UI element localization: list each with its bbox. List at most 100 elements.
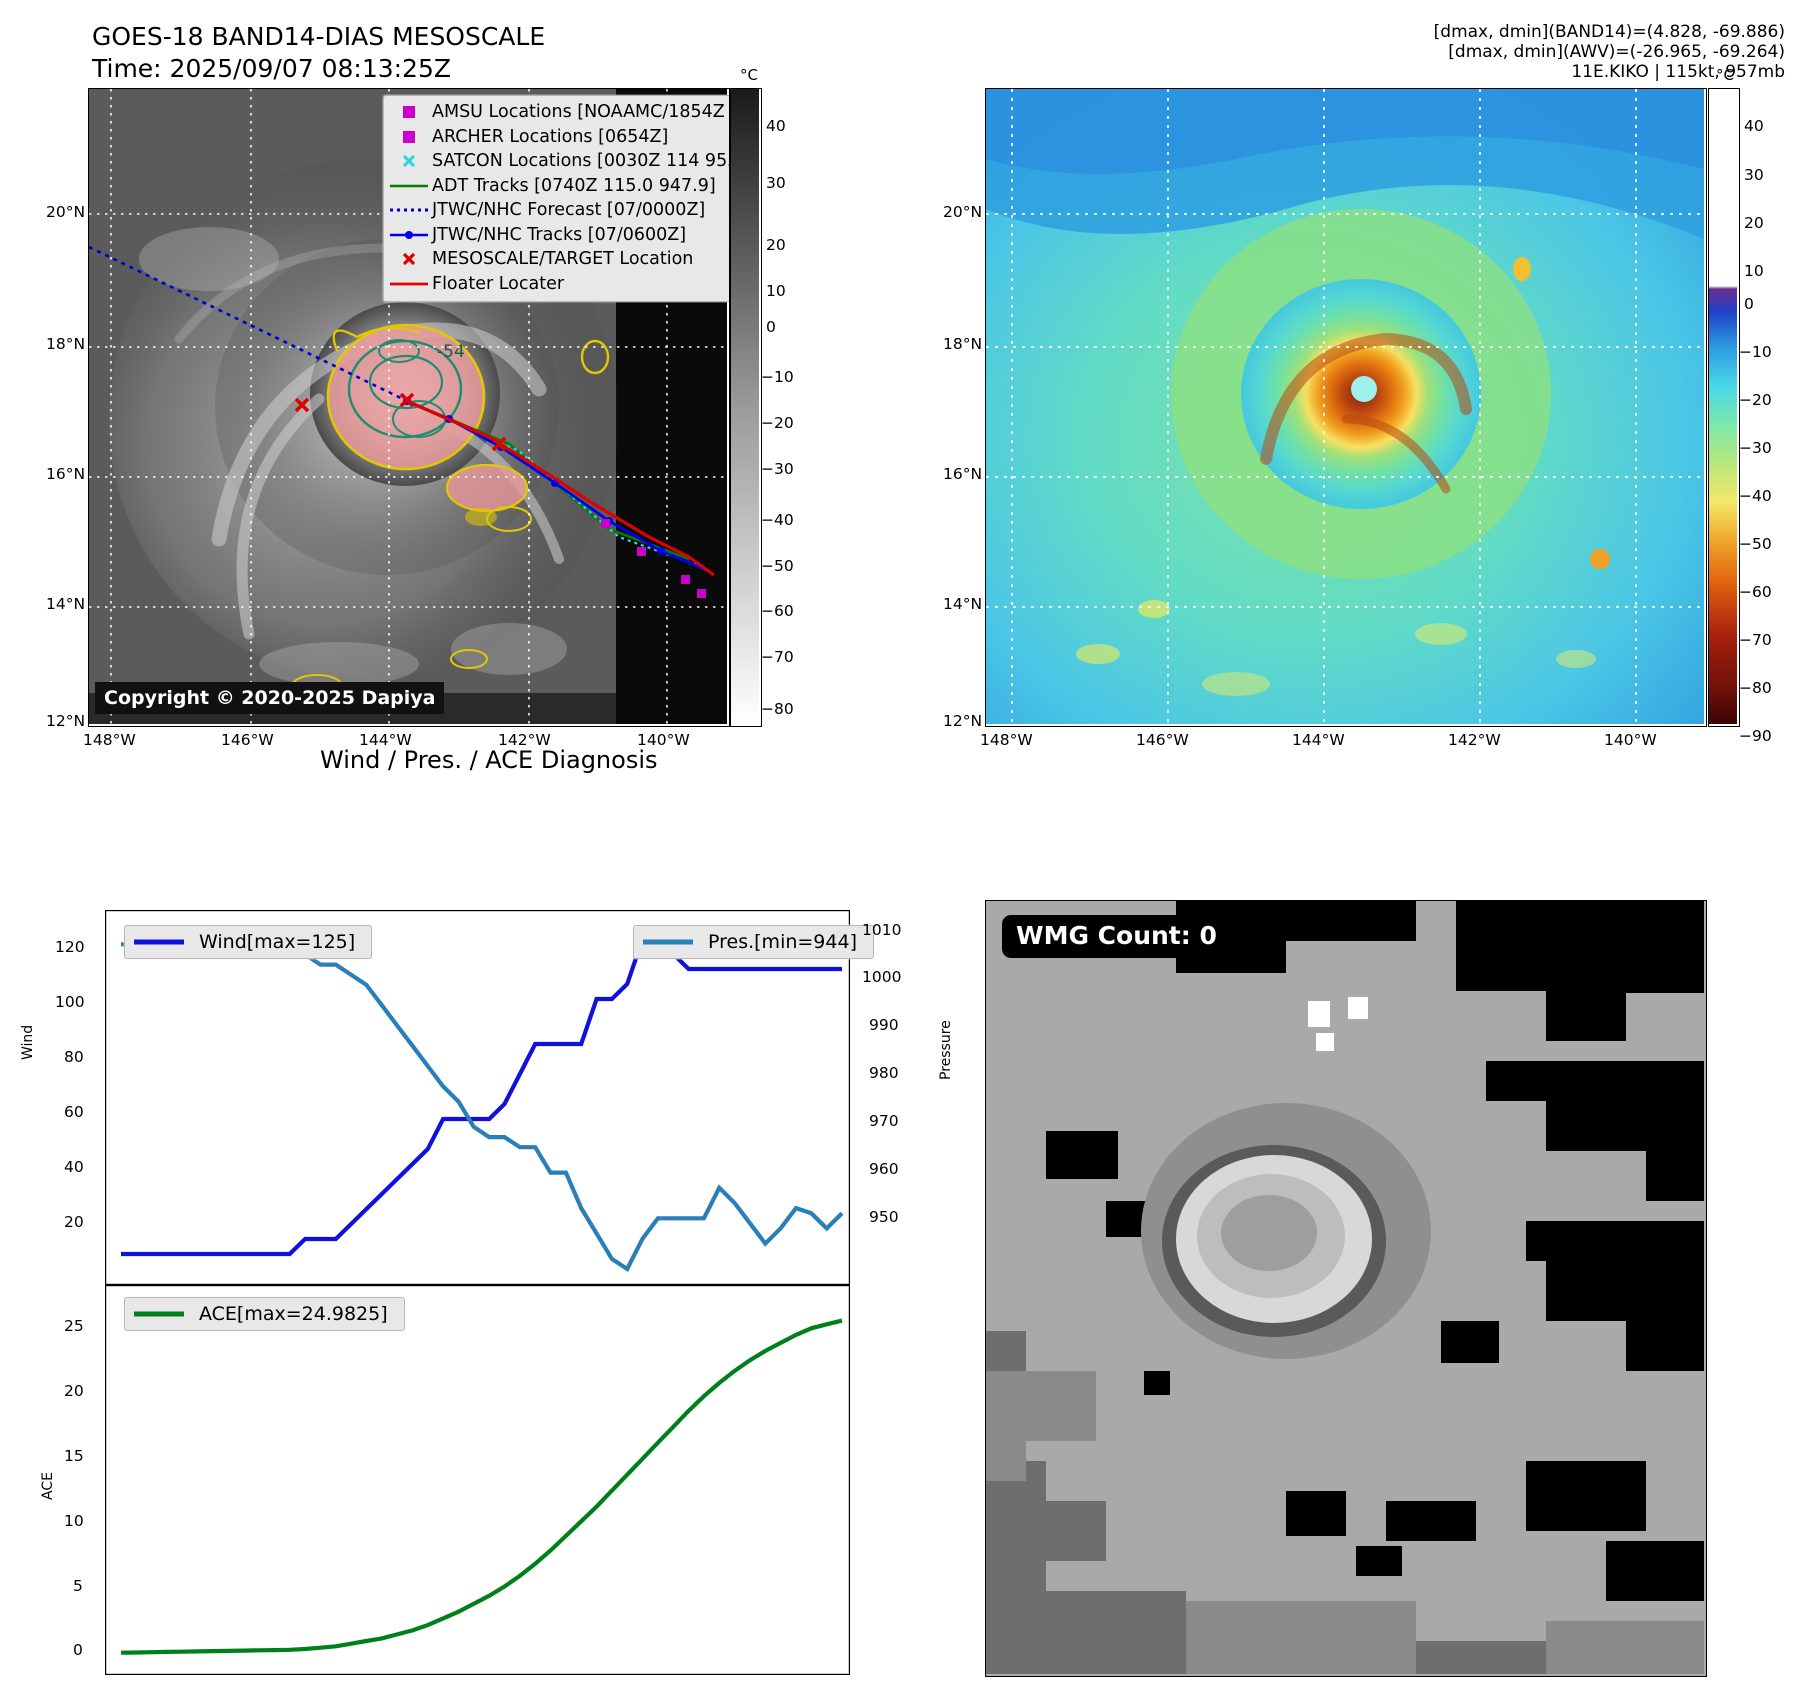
ir-cb-tick-m70: −70 [761,648,794,666]
awv-lat-tick-16N: 16°N [943,465,983,483]
awv-lat-tick-20N: 20°N [943,203,983,221]
green-line-icon [386,181,432,191]
wind-tick-20: 20 [64,1213,84,1231]
steel-blue-line-icon [643,939,693,945]
legend-item-jtwc-tracks[interactable]: JTWC/NHC Tracks [07/0600Z] [386,223,728,248]
awv-lat-tick-14N: 14°N [943,595,983,613]
ace-axis-label: ACE [40,1472,56,1500]
awv-range-stats: [dmax, dmin](AWV)=(-26.965, -69.264) [1448,42,1785,62]
wmg-storm-blob [1141,1103,1431,1359]
pres-tick-970: 970 [869,1112,899,1130]
pres-tick-990: 990 [869,1016,899,1034]
ir-cb-tick-m50: −50 [761,557,794,575]
wind-tick-120: 120 [55,938,85,956]
ace-plot-frame [105,1285,850,1675]
ace-legend-label: ACE[max=24.9825] [199,1303,388,1325]
ir-lon-tick-140W: 140°W [637,731,690,749]
copyright-badge: Copyright © 2020-2025 Dapiya [95,682,445,714]
legend-item-amsu[interactable]: AMSU Locations [NOAAMC/1854Z 129 940] [386,100,729,125]
blue-line-marker-icon [386,230,432,240]
awv-lat-tick-12N: 12°N [943,712,983,730]
legend-item-adt[interactable]: ADT Tracks [0740Z 115.0 947.9] [386,174,728,199]
awv-cb-tick-m60: −60 [1739,583,1772,601]
band14-range-stats: [dmax, dmin](BAND14)=(4.828, -69.886) [1433,22,1785,42]
pres-tick-1010: 1010 [862,921,902,939]
cyan-x-icon [386,153,432,169]
awv-cb-tick-m70: −70 [1739,631,1772,649]
wind-legend[interactable]: Wind[max=125] [124,925,373,959]
awv-lon-tick-148W: 148°W [980,731,1033,749]
ace-tick-15: 15 [64,1447,84,1465]
ace-chart[interactable] [105,1285,850,1675]
ir-cb-tick-m80: −80 [761,700,794,718]
legend-item-forecast[interactable]: JTWC/NHC Forecast [07/0000Z] [386,198,728,223]
awv-colorbar [1708,88,1740,727]
awv-lon-tick-146W: 146°W [1136,731,1189,749]
ir-satellite-panel[interactable]: -54 [88,88,730,727]
awv-eye [1351,376,1377,402]
awv-cb-tick-m80: −80 [1739,679,1772,697]
magenta-square-icon [386,130,432,143]
ir-cb-tick-m40: −40 [761,511,794,529]
ir-cb-tick-m10: −10 [761,368,794,386]
wp-plot-frame [105,910,850,1285]
wmg-panel[interactable]: WMG Count: 0 [985,900,1707,1677]
magenta-square-icon [386,106,432,119]
awv-cb-tick-10: 10 [1744,262,1764,280]
pres-tick-1000: 1000 [862,968,902,986]
ace-series [120,1318,843,1655]
ir-lat-tick-20N: 20°N [46,203,86,221]
wind-axis-label: Wind [20,1024,36,1060]
wmg-white-specks [1308,997,1368,1051]
page-title: GOES-18 BAND14-DIAS MESOSCALE [92,22,546,51]
ir-lat-tick-18N: 18°N [46,335,86,353]
legend-item-satcon[interactable]: SATCON Locations [0030Z 114 953] [386,149,729,174]
legend-item-floater-locater[interactable]: Floater Locater [386,272,728,297]
red-x-icon [386,251,432,267]
diagnosis-title: Wind / Pres. / ACE Diagnosis [320,746,658,774]
ir-lat-tick-14N: 14°N [46,595,86,613]
wmg-count-badge: WMG Count: 0 [1002,915,1231,958]
ir-lon-tick-148W: 148°W [83,731,136,749]
awv-cb-tick-20: 20 [1744,214,1764,232]
ir-lat-tick-12N: 12°N [46,712,86,730]
ir-lon-tick-144W: 144°W [359,731,412,749]
awv-cb-tick-m30: −30 [1739,439,1772,457]
wind-tick-100: 100 [55,993,85,1011]
awv-cb-tick-30: 30 [1744,166,1764,184]
awv-satellite-panel[interactable] [985,88,1707,727]
ace-tick-0: 0 [73,1641,83,1659]
ace-tick-10: 10 [64,1512,84,1530]
ace-legend[interactable]: ACE[max=24.9825] [124,1297,405,1331]
floater-locater-track [408,400,715,577]
awv-lon-tick-144W: 144°W [1292,731,1345,749]
awv-cb-tick-m10: −10 [1739,343,1772,361]
page-timestamp: Time: 2025/09/07 08:13:25Z [92,54,451,83]
blue-dotted-line-icon [386,205,432,215]
legend-item-mesoscale-target[interactable]: MESOSCALE/TARGET Location [386,247,728,272]
pressure-axis-label: Pressure [938,1020,954,1080]
wind-tick-40: 40 [64,1158,84,1176]
wmg-black-regions [1046,901,1704,1601]
awv-lon-tick-140W: 140°W [1604,731,1657,749]
ir-cb-tick-0: 0 [766,318,776,336]
awv-lat-tick-18N: 18°N [943,335,983,353]
awv-lat-lon-grid [986,89,1704,724]
pressure-legend-label: Pres.[min=944] [708,931,857,953]
pres-tick-950: 950 [869,1208,899,1226]
awv-storm-core [1171,209,1551,579]
ir-colorbar [730,88,762,727]
wind-series [121,936,842,1257]
pres-tick-960: 960 [869,1160,899,1178]
wind-pressure-chart[interactable] [105,910,850,1285]
ir-legend[interactable]: AMSU Locations [NOAAMC/1854Z 129 940] AR… [383,95,729,302]
green-line-icon [134,1311,184,1317]
storm-summary: 11E.KIKO | 115kt, 957mb [1571,62,1785,82]
blue-line-icon [134,939,184,945]
wind-legend-label: Wind[max=125] [199,931,356,953]
legend-item-archer[interactable]: ARCHER Locations [0654Z] [386,125,728,150]
ir-lon-tick-142W: 142°W [498,731,551,749]
awv-cb-tick-m20: −20 [1739,391,1772,409]
pressure-legend[interactable]: Pres.[min=944] [633,925,874,959]
awv-cb-tick-m50: −50 [1739,535,1772,553]
